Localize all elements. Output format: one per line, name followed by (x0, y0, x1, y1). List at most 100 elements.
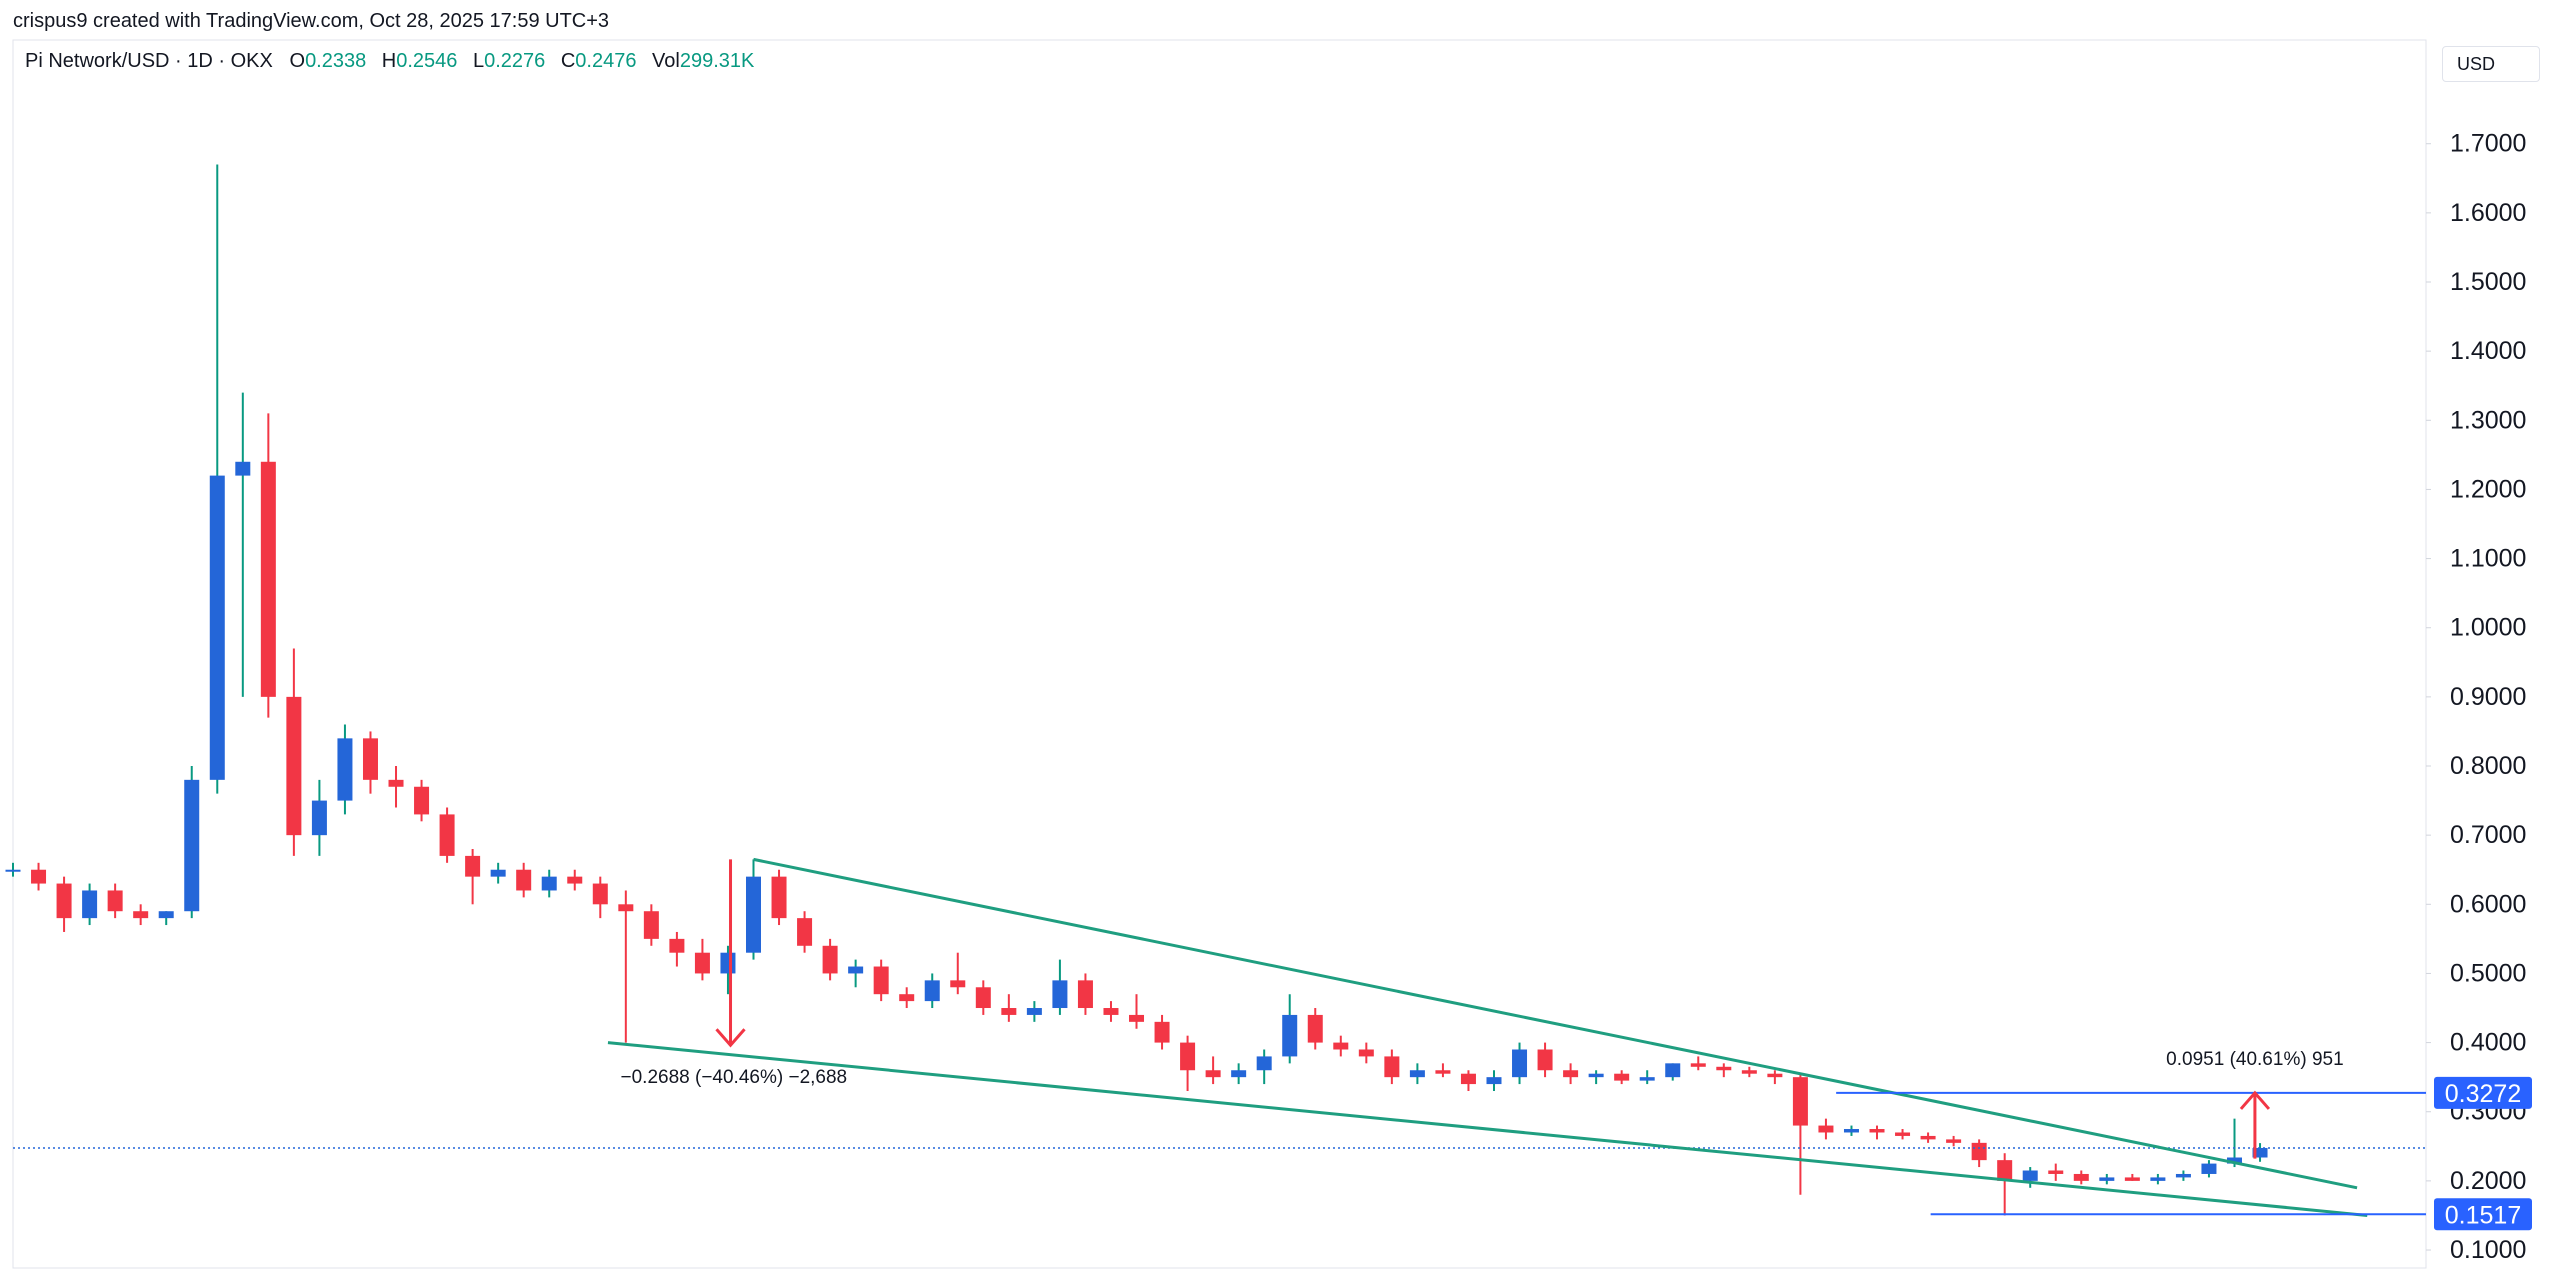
candle-body (260, 461, 276, 697)
candle-body (669, 938, 685, 953)
candle-body (1282, 1014, 1298, 1057)
candle-body (286, 696, 302, 836)
candle-body (1486, 1077, 1502, 1085)
candle-body (56, 883, 72, 919)
candle-body (643, 911, 659, 939)
candle-body (924, 980, 940, 1002)
candle-body (311, 800, 327, 836)
candle-body (745, 876, 761, 953)
candle-body (567, 876, 583, 884)
candle-body (1435, 1070, 1451, 1074)
candle-body (1920, 1135, 1936, 1140)
candle-body (2099, 1177, 2115, 1181)
candle-body (1997, 1160, 2013, 1181)
trendline (607, 1041, 2368, 1217)
candle-body (950, 980, 966, 988)
candle-body (720, 952, 736, 974)
candle-body (1869, 1129, 1885, 1133)
candle-body (82, 890, 98, 919)
candle-body (2201, 1163, 2217, 1174)
candle-body (975, 987, 991, 1009)
legend-value: 0.2476 (575, 50, 637, 72)
candle-body (2226, 1157, 2242, 1164)
candle-body (1971, 1142, 1987, 1161)
candle-body (899, 994, 915, 1002)
candle-body (771, 876, 787, 919)
y-tick-label: 0.4000 (2450, 1029, 2526, 1057)
candle-body (1614, 1073, 1630, 1081)
candle-body (1767, 1073, 1783, 1078)
y-tick-label: 1.0000 (2450, 614, 2526, 642)
candle-body (1154, 1021, 1170, 1043)
legend-value: 0.2546 (396, 50, 458, 72)
candle-body (1205, 1070, 1221, 1078)
legend-name: L (472, 50, 485, 72)
candle-body (848, 966, 864, 974)
y-tick-label: 1.4000 (2450, 337, 2526, 365)
y-tick-label: 1.3000 (2450, 406, 2526, 434)
candle-body (2124, 1177, 2140, 1181)
candle-body (1792, 1077, 1808, 1126)
attribution: crispus9 created with TradingView.com, O… (13, 10, 610, 32)
candle-body (362, 738, 378, 780)
price-box-label: 0.3272 (2445, 1080, 2521, 1108)
candle-body (1588, 1073, 1604, 1078)
y-tick-label: 0.2000 (2450, 1167, 2526, 1195)
candle-body (235, 461, 251, 476)
candle-body (2073, 1173, 2089, 1181)
candle-body (618, 904, 634, 912)
candle-body (465, 855, 481, 877)
candle-body (490, 869, 506, 877)
candle-body (1563, 1070, 1579, 1078)
arrow-head (715, 1028, 746, 1048)
candle-body (1639, 1077, 1655, 1081)
y-tick-label: 0.1000 (2450, 1236, 2526, 1264)
y-tick-label: 0.8000 (2450, 752, 2526, 780)
candle-body (1384, 1056, 1400, 1078)
candle-body (1001, 1008, 1017, 1015)
candle-body (1358, 1049, 1374, 1057)
candle-body (1741, 1070, 1757, 1074)
symbol: Pi Network/USD · 1D · OKX (25, 50, 273, 72)
candle-body (797, 918, 813, 946)
price-box-label: 0.1517 (2445, 1201, 2521, 1229)
candle-body (439, 814, 455, 856)
candle-body (1512, 1049, 1528, 1078)
candle-body (822, 945, 838, 974)
y-tick-label: 1.5000 (2450, 268, 2526, 296)
candle-body (1843, 1129, 1859, 1133)
legend-value: 299.31K (679, 50, 755, 72)
legend-name: O (289, 50, 306, 72)
y-tick-label: 0.7000 (2450, 821, 2526, 849)
candle-body (592, 883, 608, 905)
candle-body (31, 869, 47, 884)
measure-label: 0.0951 (40.61%) 951 (2166, 1049, 2343, 1070)
price-box (2434, 1198, 2532, 1231)
currency-button[interactable]: USD (2442, 46, 2540, 82)
candle-body (1077, 980, 1093, 1009)
candle-body (1256, 1056, 1272, 1071)
measure-label: −0.2688 (−40.46%) −2,688 (621, 1067, 848, 1088)
y-tick-label: 1.1000 (2450, 545, 2526, 573)
candle-body (1946, 1139, 1962, 1143)
plot-frame (12, 39, 2427, 1269)
candle-body (873, 966, 889, 995)
candle-body (5, 869, 21, 872)
arrow-head (2239, 1090, 2271, 1110)
candle-body (541, 876, 557, 891)
candle-body (1716, 1066, 1732, 1071)
legend-name: C (560, 50, 576, 72)
y-tick-label: 0.6000 (2450, 890, 2526, 918)
candle-body (1231, 1070, 1247, 1078)
candle-body (1333, 1042, 1349, 1050)
y-tick-label: 1.2000 (2450, 475, 2526, 503)
candle-body (1895, 1132, 1911, 1136)
candle-body (209, 475, 225, 780)
candle-body (2150, 1177, 2166, 1181)
candle-body (133, 911, 149, 919)
candle-body (1052, 980, 1068, 1009)
candle-body (184, 779, 200, 912)
candle-body (337, 738, 353, 801)
candle-body (1129, 1014, 1145, 1022)
